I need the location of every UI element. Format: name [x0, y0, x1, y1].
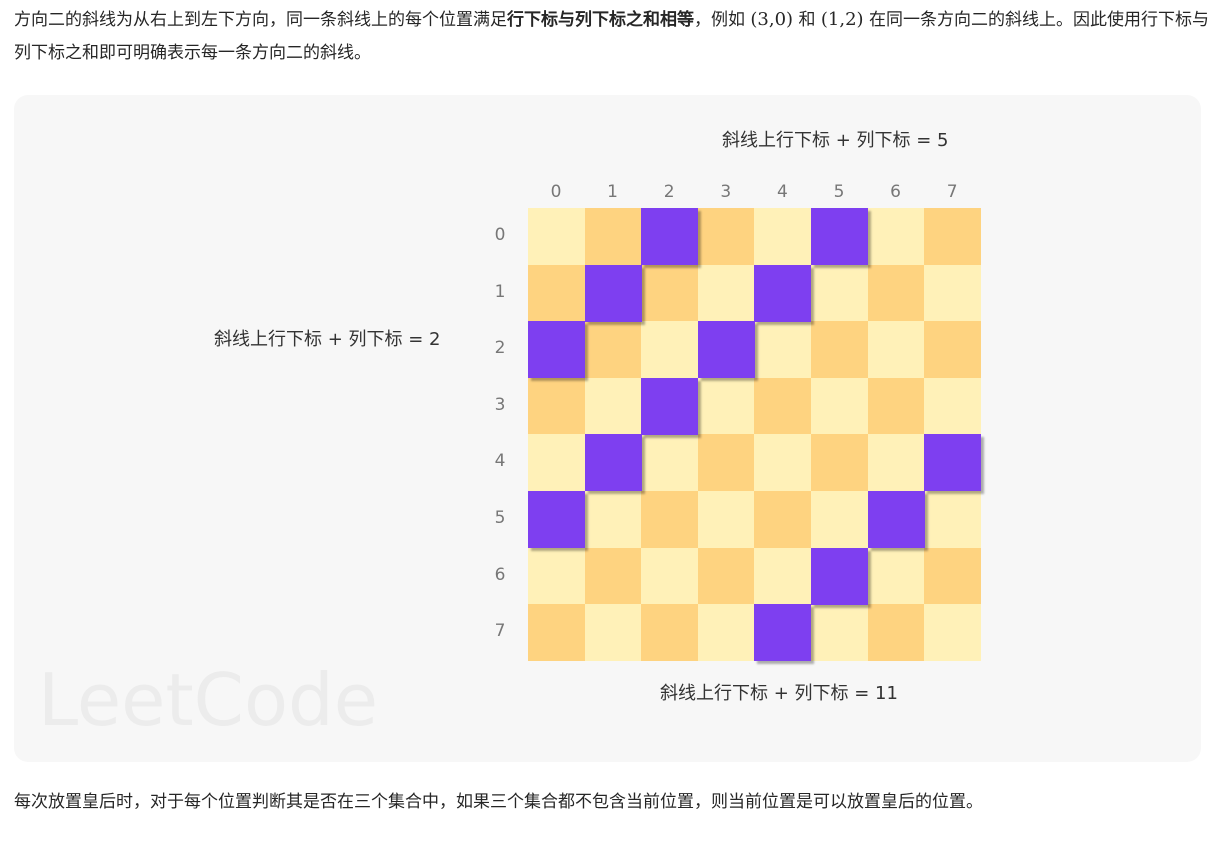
board-cell — [754, 547, 812, 605]
row-index: 6 — [494, 564, 506, 585]
board-cell — [697, 491, 755, 548]
text: 在同一条方向二的斜线上。因此使用行下标与列下标之和即可明确表示每一条方向二的斜线… — [14, 10, 1209, 63]
col-index: 4 — [776, 182, 788, 202]
text: ，例如 — [694, 10, 751, 30]
watermark: LeetCode — [38, 658, 378, 742]
row-index: 1 — [494, 281, 506, 302]
board-cell — [867, 264, 925, 322]
board-cell — [528, 377, 585, 435]
highlighted-cell — [584, 434, 642, 492]
board-cell — [867, 547, 925, 605]
board-cell — [754, 434, 812, 492]
row-index: 2 — [494, 338, 506, 359]
board-cell — [754, 208, 812, 265]
board-cell — [754, 377, 812, 435]
row-index: 7 — [494, 621, 506, 642]
highlighted-cell — [924, 434, 982, 492]
col-index: 0 — [550, 182, 562, 202]
board-cell — [697, 434, 755, 492]
bold-text: 行下标与列下标之和相等 — [507, 10, 694, 30]
highlighted-cell — [811, 208, 868, 265]
board-cell — [697, 264, 755, 322]
highlighted-cell — [528, 491, 585, 548]
label-sum-2: 斜线上行下标 + 列下标 = 2 — [214, 329, 441, 350]
board-cell — [811, 491, 868, 548]
board-cell — [584, 377, 642, 435]
board-cell — [924, 547, 982, 605]
row-index: 5 — [494, 508, 506, 528]
text: 和 — [793, 10, 821, 30]
row-index: 3 — [494, 394, 506, 415]
board-cell — [641, 434, 699, 492]
col-index: 3 — [720, 182, 732, 202]
board-cell — [867, 321, 925, 379]
highlighted-cell — [811, 547, 868, 605]
highlighted-cell — [754, 604, 812, 662]
board-cell — [641, 321, 699, 379]
board-cell — [584, 547, 642, 605]
board-cell — [811, 321, 868, 379]
board-cell — [867, 377, 925, 435]
highlighted-cell — [528, 321, 585, 379]
board-cell — [584, 321, 642, 379]
highlighted-cell — [697, 321, 755, 379]
highlighted-cell — [584, 264, 642, 322]
outro-paragraph: 每次放置皇后时，对于每个位置判断其是否在三个集合中，如果三个集合都不包含当前位置… — [14, 792, 983, 812]
board-cell — [924, 208, 982, 265]
board-cell — [641, 264, 699, 322]
board-cell — [924, 264, 982, 322]
board-cell — [697, 377, 755, 435]
col-index: 5 — [833, 182, 845, 202]
highlighted-cell — [641, 208, 699, 265]
text: 方向二的斜线为从右上到左下方向，同一条斜线上的每个位置满足 — [14, 10, 507, 30]
col-index: 1 — [607, 182, 618, 202]
board-cell — [811, 377, 868, 435]
label-sum-11: 斜线上行下标 + 列下标 = 11 — [660, 683, 898, 704]
board-cell — [528, 208, 585, 265]
board-cell — [584, 604, 642, 662]
board-cell — [641, 491, 699, 548]
board-cell — [584, 491, 642, 548]
board-cell — [867, 434, 925, 492]
board-cell — [528, 547, 585, 605]
board-cell — [641, 604, 699, 662]
intro-paragraph: 方向二的斜线为从右上到左下方向，同一条斜线上的每个位置满足行下标与列下标之和相等… — [14, 3, 1209, 70]
board-cell — [697, 208, 755, 265]
board-cell — [867, 604, 925, 662]
row-index: 0 — [494, 225, 506, 245]
board-cell — [754, 491, 812, 548]
board-cell — [867, 208, 925, 265]
highlighted-cell — [641, 377, 699, 435]
board-cell — [754, 321, 812, 379]
col-index: 7 — [946, 182, 958, 202]
label-sum-5: 斜线上行下标 + 列下标 = 5 — [722, 130, 949, 151]
math-expression: (3,0) — [750, 9, 794, 30]
highlighted-cell — [754, 264, 812, 322]
board-cell — [924, 377, 982, 435]
board-cell — [811, 264, 868, 322]
board-cell — [697, 547, 755, 605]
board-cell — [924, 604, 982, 662]
board-cell — [924, 491, 982, 548]
board-cell — [528, 264, 585, 322]
board-cell — [811, 434, 868, 492]
board-cell — [528, 434, 585, 492]
col-index: 6 — [890, 182, 901, 202]
board-cell — [697, 604, 755, 662]
board-cell — [811, 604, 868, 662]
highlighted-cell — [867, 491, 925, 548]
board-cell — [924, 321, 982, 379]
col-index: 2 — [663, 182, 675, 202]
board-cell — [528, 604, 585, 662]
math-expression: (1,2) — [820, 9, 864, 30]
board-cell — [641, 547, 699, 605]
row-index: 4 — [494, 451, 506, 472]
diagonal-figure: LeetCode 斜线上行下标 + 列下标 = 5 斜线上行下标 + 列下标 =… — [14, 95, 1201, 762]
board-cell — [584, 208, 642, 265]
